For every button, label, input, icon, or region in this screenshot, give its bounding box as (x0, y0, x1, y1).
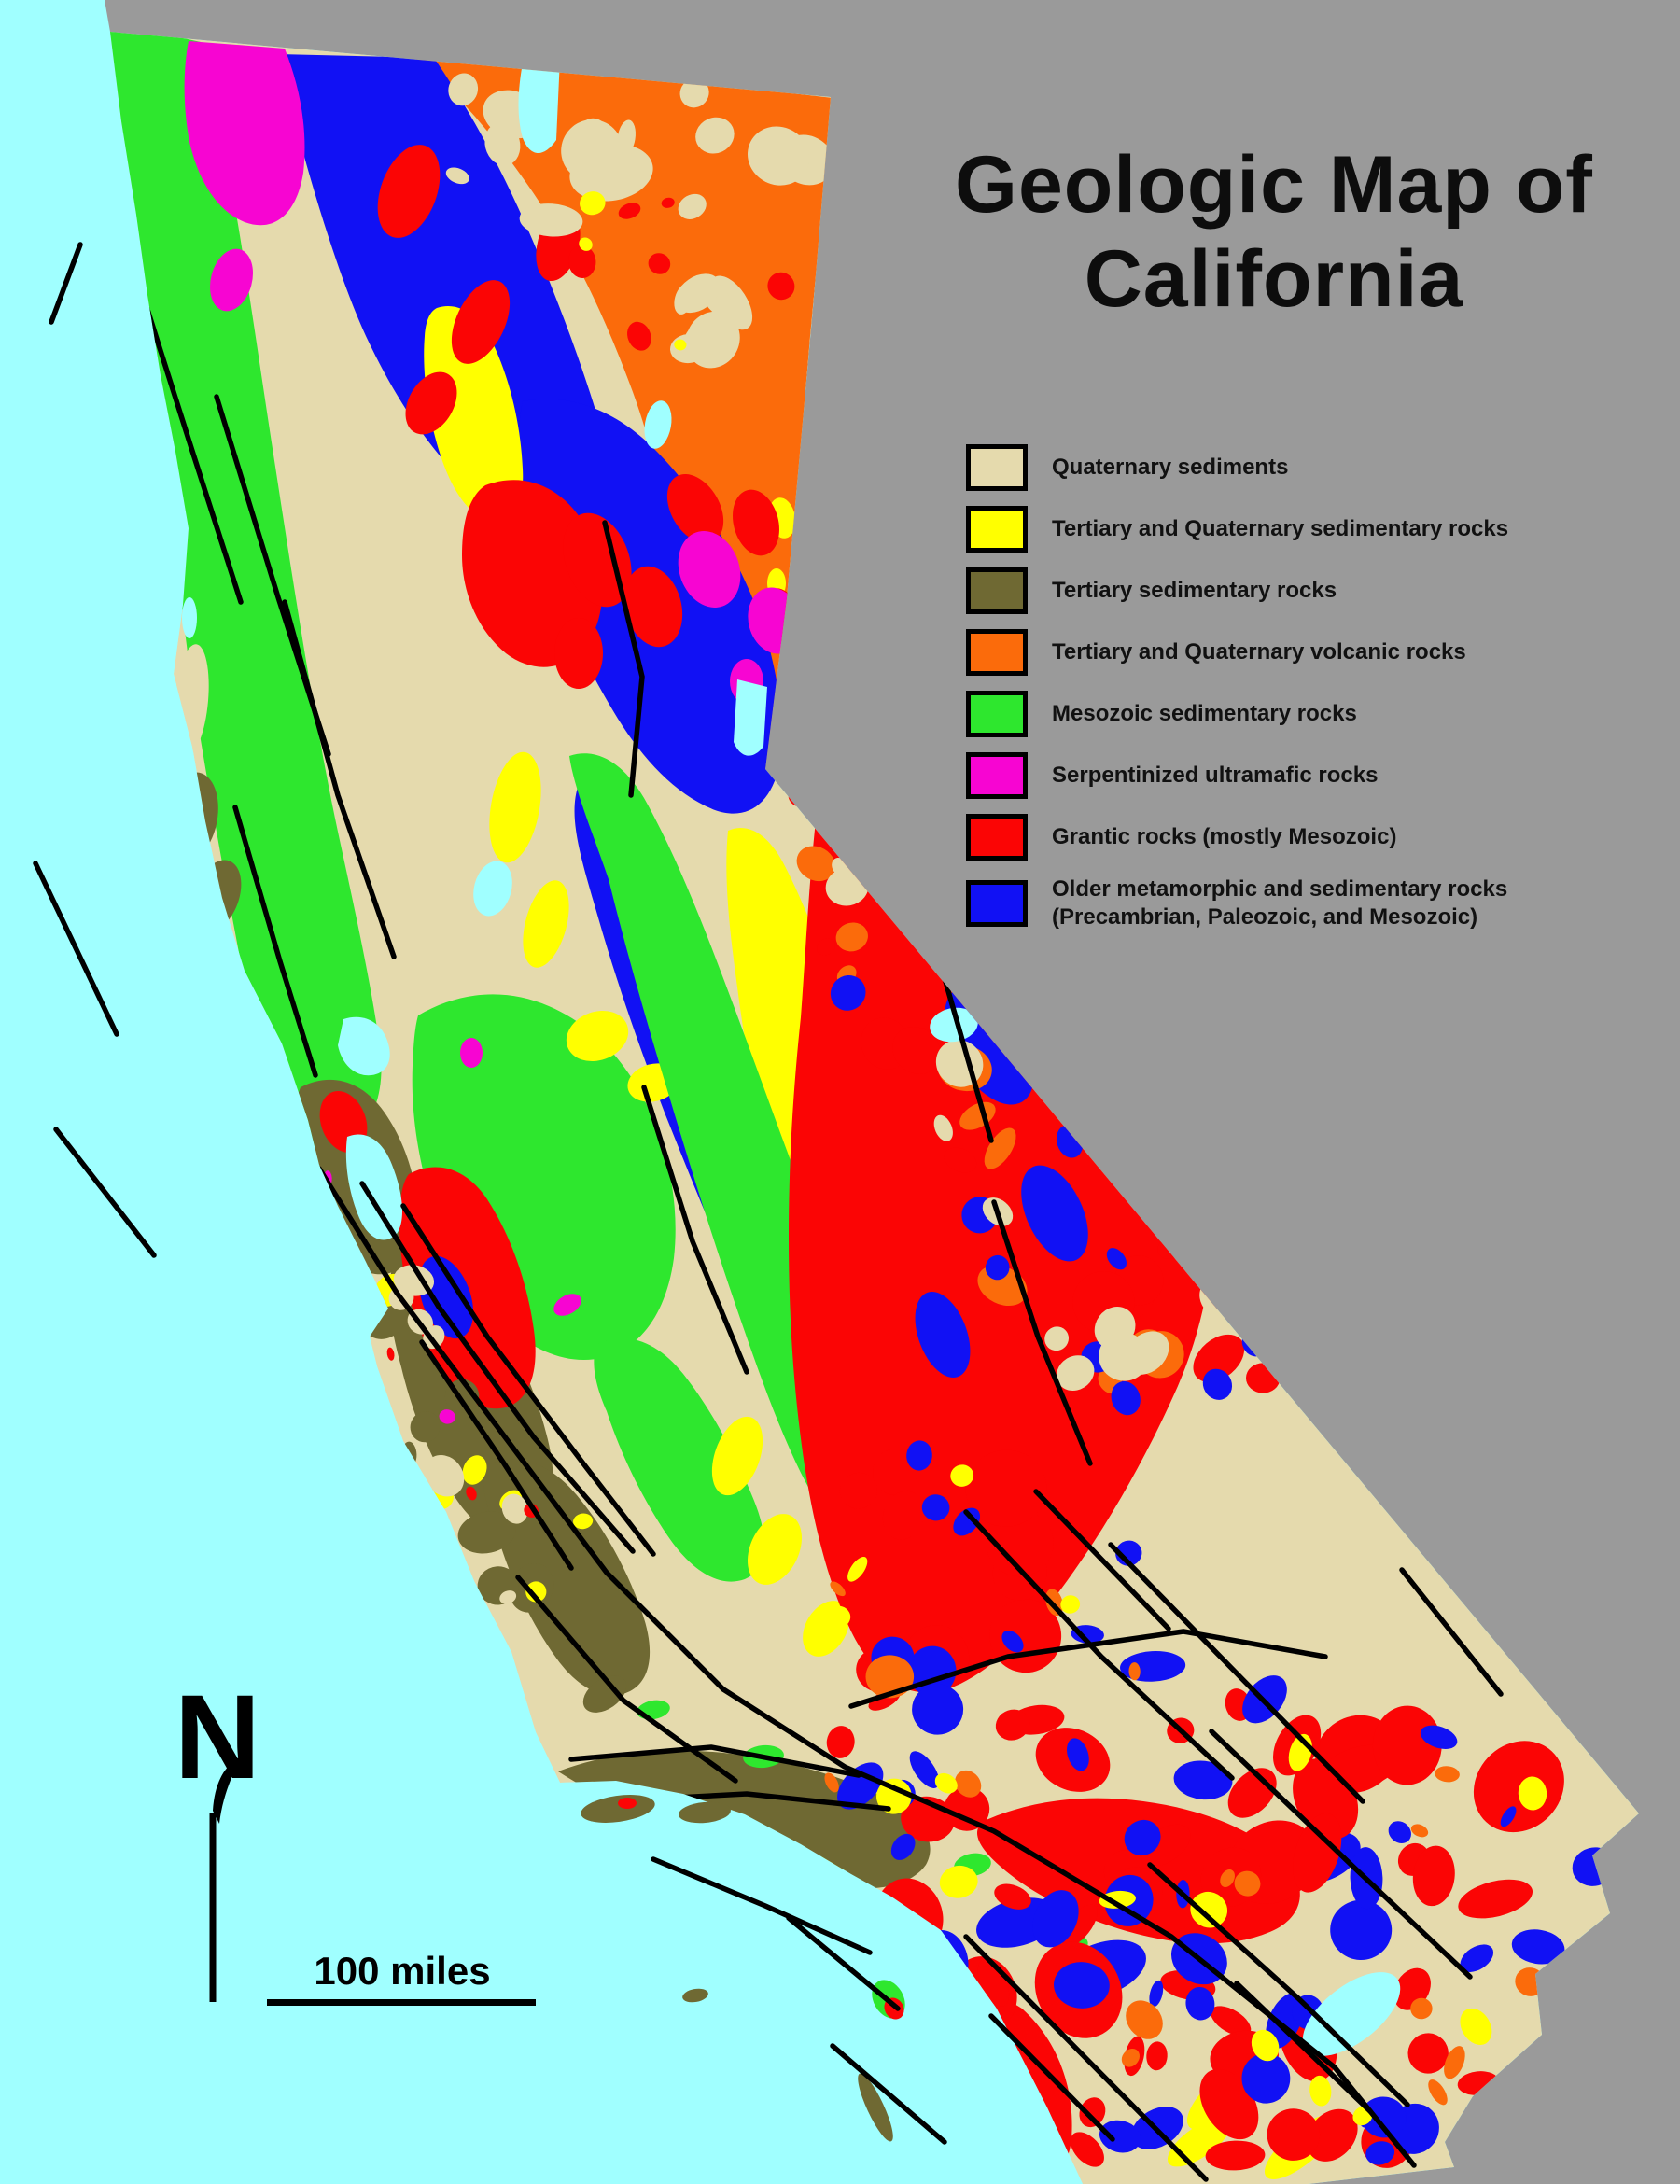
legend-item: Quaternary sediments (966, 444, 1508, 491)
legend-label: Grantic rocks (mostly Mesozoic) (1052, 824, 1397, 849)
legend-swatch-granitic (966, 814, 1028, 861)
legend-item: Mesozoic sedimentary rocks (966, 691, 1508, 737)
legend-label: Tertiary and Quaternary sedimentary rock… (1052, 516, 1509, 541)
scale-line (267, 1999, 536, 2006)
legend-label: Tertiary sedimentary rocks (1052, 578, 1337, 603)
legend-swatch-older-metamorphic (966, 880, 1028, 927)
legend-item: Tertiary and Quaternary volcanic rocks (966, 629, 1508, 676)
legend-swatch-tq-sedimentary (966, 506, 1028, 553)
north-arrow-icon (209, 1757, 241, 2002)
legend-swatch-serpentinite (966, 752, 1028, 799)
outside-state-region (105, 0, 1680, 2184)
legend-item: Older metamorphic and sedimentary rocks … (966, 875, 1508, 931)
offshore-fault-lines (33, 242, 1115, 2145)
legend-swatch-volcanic (966, 629, 1028, 676)
legend-label: Tertiary and Quaternary volcanic rocks (1052, 639, 1466, 665)
legend-swatch-tertiary-sedimentary (966, 567, 1028, 614)
map-legend: Quaternary sediments Tertiary and Quater… (966, 444, 1508, 931)
legend-label: Serpentinized ultramafic rocks (1052, 763, 1379, 788)
legend-item: Tertiary and Quaternary sedimentary rock… (966, 506, 1508, 553)
map-title: Geologic Map of California (955, 140, 1593, 325)
legend-label: Quaternary sediments (1052, 455, 1289, 480)
legend-label: Mesozoic sedimentary rocks (1052, 701, 1357, 726)
legend-item: Serpentinized ultramafic rocks (966, 752, 1508, 799)
scale-bar: 100 miles (267, 1949, 538, 2006)
legend-item: Tertiary sedimentary rocks (966, 567, 1508, 614)
legend-item: Grantic rocks (mostly Mesozoic) (966, 814, 1508, 861)
legend-swatch-quaternary (966, 444, 1028, 491)
legend-swatch-mesozoic-sedimentary (966, 691, 1028, 737)
scale-label: 100 miles (314, 1949, 491, 1993)
legend-label: Older metamorphic and sedimentary rocks … (1052, 876, 1508, 930)
north-label: N (174, 1671, 261, 1804)
lakes (182, 54, 1401, 2056)
